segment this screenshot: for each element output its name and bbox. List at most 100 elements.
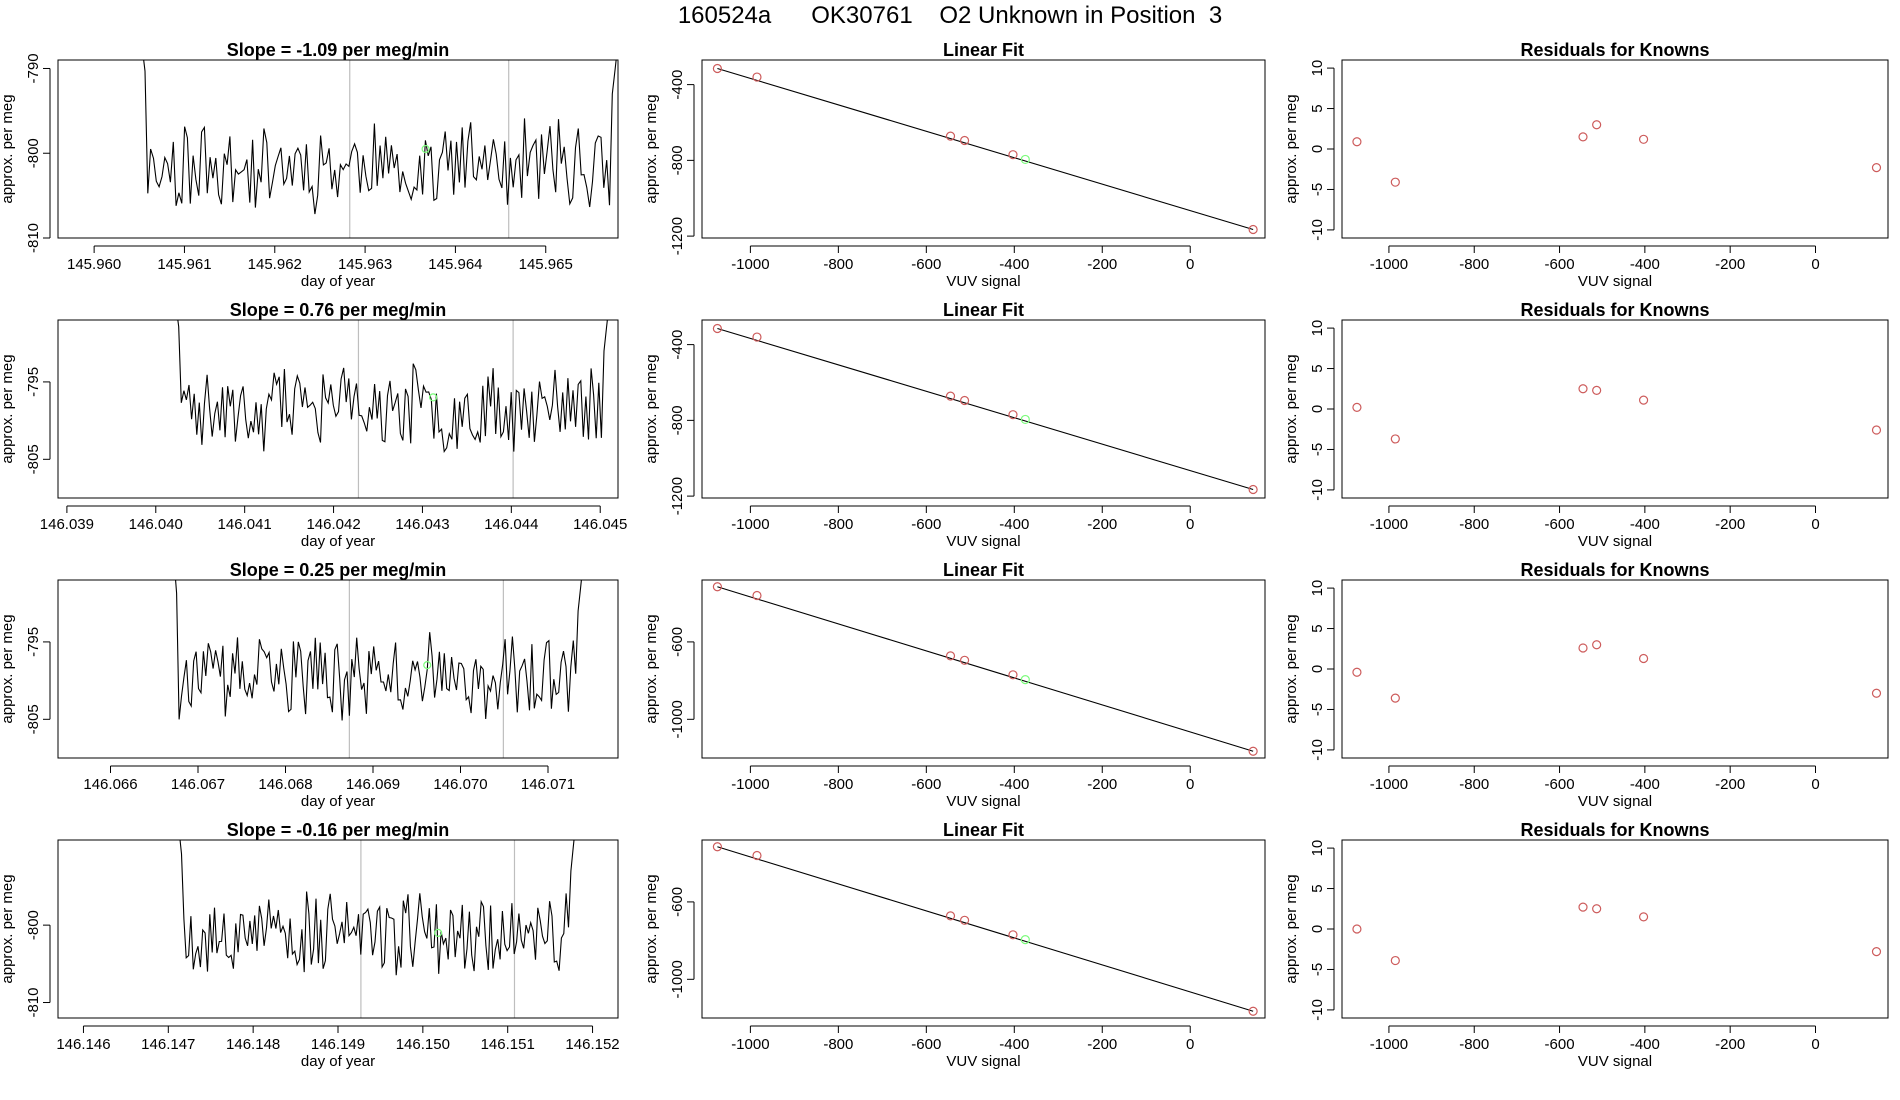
x-tick-label: 146.066 <box>83 776 137 793</box>
x-tick-label: -200 <box>1715 1036 1745 1053</box>
x-tick-label: 146.152 <box>565 1036 619 1053</box>
y-tick-label: -800 <box>25 910 42 940</box>
known-point <box>752 332 762 342</box>
known-point <box>1248 484 1258 495</box>
y-tick-label: -10 <box>1309 999 1326 1021</box>
panel-title: Residuals for Knowns <box>1520 40 1709 60</box>
x-tick-label: -600 <box>911 776 941 793</box>
x-tick-label: 146.150 <box>396 1036 450 1053</box>
known-point <box>1592 904 1602 914</box>
x-tick-label: 146.147 <box>141 1036 195 1053</box>
known-point <box>1008 150 1018 160</box>
x-axis-label: day of year <box>301 793 375 810</box>
known-point <box>1390 177 1400 187</box>
x-tick-label: 146.040 <box>129 516 183 533</box>
fit-line <box>717 846 1254 1012</box>
y-tick-label: -5 <box>1309 963 1326 976</box>
y-tick-label: -10 <box>1309 219 1326 241</box>
x-tick-label: 146.070 <box>433 776 487 793</box>
known-point <box>1352 924 1362 934</box>
plot-frame <box>701 579 1266 759</box>
x-tick-label: 146.043 <box>395 516 449 533</box>
x-tick-label: -800 <box>1459 1036 1489 1053</box>
unknown-point-marker <box>423 661 432 670</box>
fit-line <box>717 67 1254 231</box>
x-tick-label: -400 <box>1630 516 1660 533</box>
known-point <box>959 135 970 146</box>
x-tick-label: 145.960 <box>67 256 121 273</box>
y-tick-label: -810 <box>25 988 42 1018</box>
y-tick-label: -10 <box>1309 479 1326 501</box>
x-tick-label: -600 <box>1545 256 1575 273</box>
x-tick-label: -600 <box>1545 1036 1575 1053</box>
x-axis-label: VUV signal <box>1578 533 1652 550</box>
y-tick-label: 5 <box>1309 364 1326 372</box>
panel-title: Residuals for Knowns <box>1520 820 1709 840</box>
x-tick-label: -400 <box>999 1036 1029 1053</box>
y-tick-label: 10 <box>1309 580 1326 597</box>
y-axis-label: approx. per meg <box>0 354 16 463</box>
panel-title: Linear Fit <box>943 300 1024 320</box>
x-tick-label: 146.039 <box>40 516 94 533</box>
y-tick-label: -805 <box>25 704 42 734</box>
x-tick-label: 146.146 <box>56 1036 110 1053</box>
known-point <box>1578 902 1588 912</box>
panel-2-2: Linear Fit -1000 -800 -600 -400 -200 0 VUV sign… <box>643 300 1266 550</box>
unknown-point-marker <box>421 144 430 154</box>
plot-area <box>1352 384 1882 444</box>
plot-area <box>143 60 617 238</box>
plot-frame <box>57 59 619 239</box>
known-point <box>945 651 956 661</box>
x-tick-label: -800 <box>1459 516 1489 533</box>
fit-line <box>717 586 1254 752</box>
x-tick-label: -800 <box>823 1036 853 1053</box>
plot-frame <box>701 59 1266 239</box>
known-point <box>1592 120 1602 130</box>
x-tick-label: 146.149 <box>311 1036 365 1053</box>
y-axis-label: approx. per meg <box>1283 614 1300 723</box>
plot-area <box>1352 640 1882 703</box>
y-axis-label: approx. per meg <box>643 354 660 463</box>
x-axis-label: VUV signal <box>946 793 1020 810</box>
known-point <box>1390 955 1400 966</box>
y-tick-label: -1000 <box>669 700 686 738</box>
y-tick-label: -800 <box>669 405 686 435</box>
page-title: 160524a OK30761 O2 Unknown in Position 3 <box>677 2 1223 29</box>
y-tick-label: 10 <box>1309 320 1326 337</box>
y-axis-label: approx. per meg <box>0 614 16 723</box>
x-tick-label: -200 <box>1087 516 1117 533</box>
x-tick-label: -200 <box>1087 256 1117 273</box>
x-tick-label: 146.151 <box>481 1036 535 1053</box>
known-point <box>1248 746 1258 756</box>
x-tick-label: -1000 <box>1370 256 1408 273</box>
y-tick-label: -790 <box>25 53 42 83</box>
x-axis-label: day of year <box>301 273 375 290</box>
unknown-point <box>1020 154 1030 165</box>
x-tick-label: -600 <box>1545 776 1575 793</box>
y-axis-label: approx. per meg <box>0 94 16 203</box>
y-tick-label: 0 <box>1309 925 1326 933</box>
x-tick-label: -400 <box>1630 256 1660 273</box>
y-tick-label: -600 <box>669 627 686 657</box>
unknown-point <box>1020 935 1030 945</box>
x-tick-label: -400 <box>999 516 1029 533</box>
x-axis-label: VUV signal <box>946 273 1020 290</box>
known-point <box>1638 395 1649 405</box>
y-tick-label: 10 <box>1309 840 1326 857</box>
x-tick-label: 0 <box>1186 1036 1194 1053</box>
x-tick-label: 145.962 <box>248 256 302 273</box>
x-tick-label: -600 <box>911 256 941 273</box>
y-tick-label: -5 <box>1309 703 1326 716</box>
x-axis-label: VUV signal <box>1578 273 1652 290</box>
x-tick-label: 146.071 <box>521 776 575 793</box>
plot-area <box>175 580 582 758</box>
x-tick-label: 146.148 <box>226 1036 280 1053</box>
x-tick-label: -200 <box>1087 776 1117 793</box>
y-tick-label: -400 <box>669 330 686 360</box>
plot-frame <box>701 319 1266 499</box>
known-point <box>1578 643 1588 653</box>
known-point <box>1638 134 1649 144</box>
x-tick-label: 0 <box>1186 256 1194 273</box>
plot-area <box>177 320 608 498</box>
y-tick-label: -5 <box>1309 443 1326 456</box>
